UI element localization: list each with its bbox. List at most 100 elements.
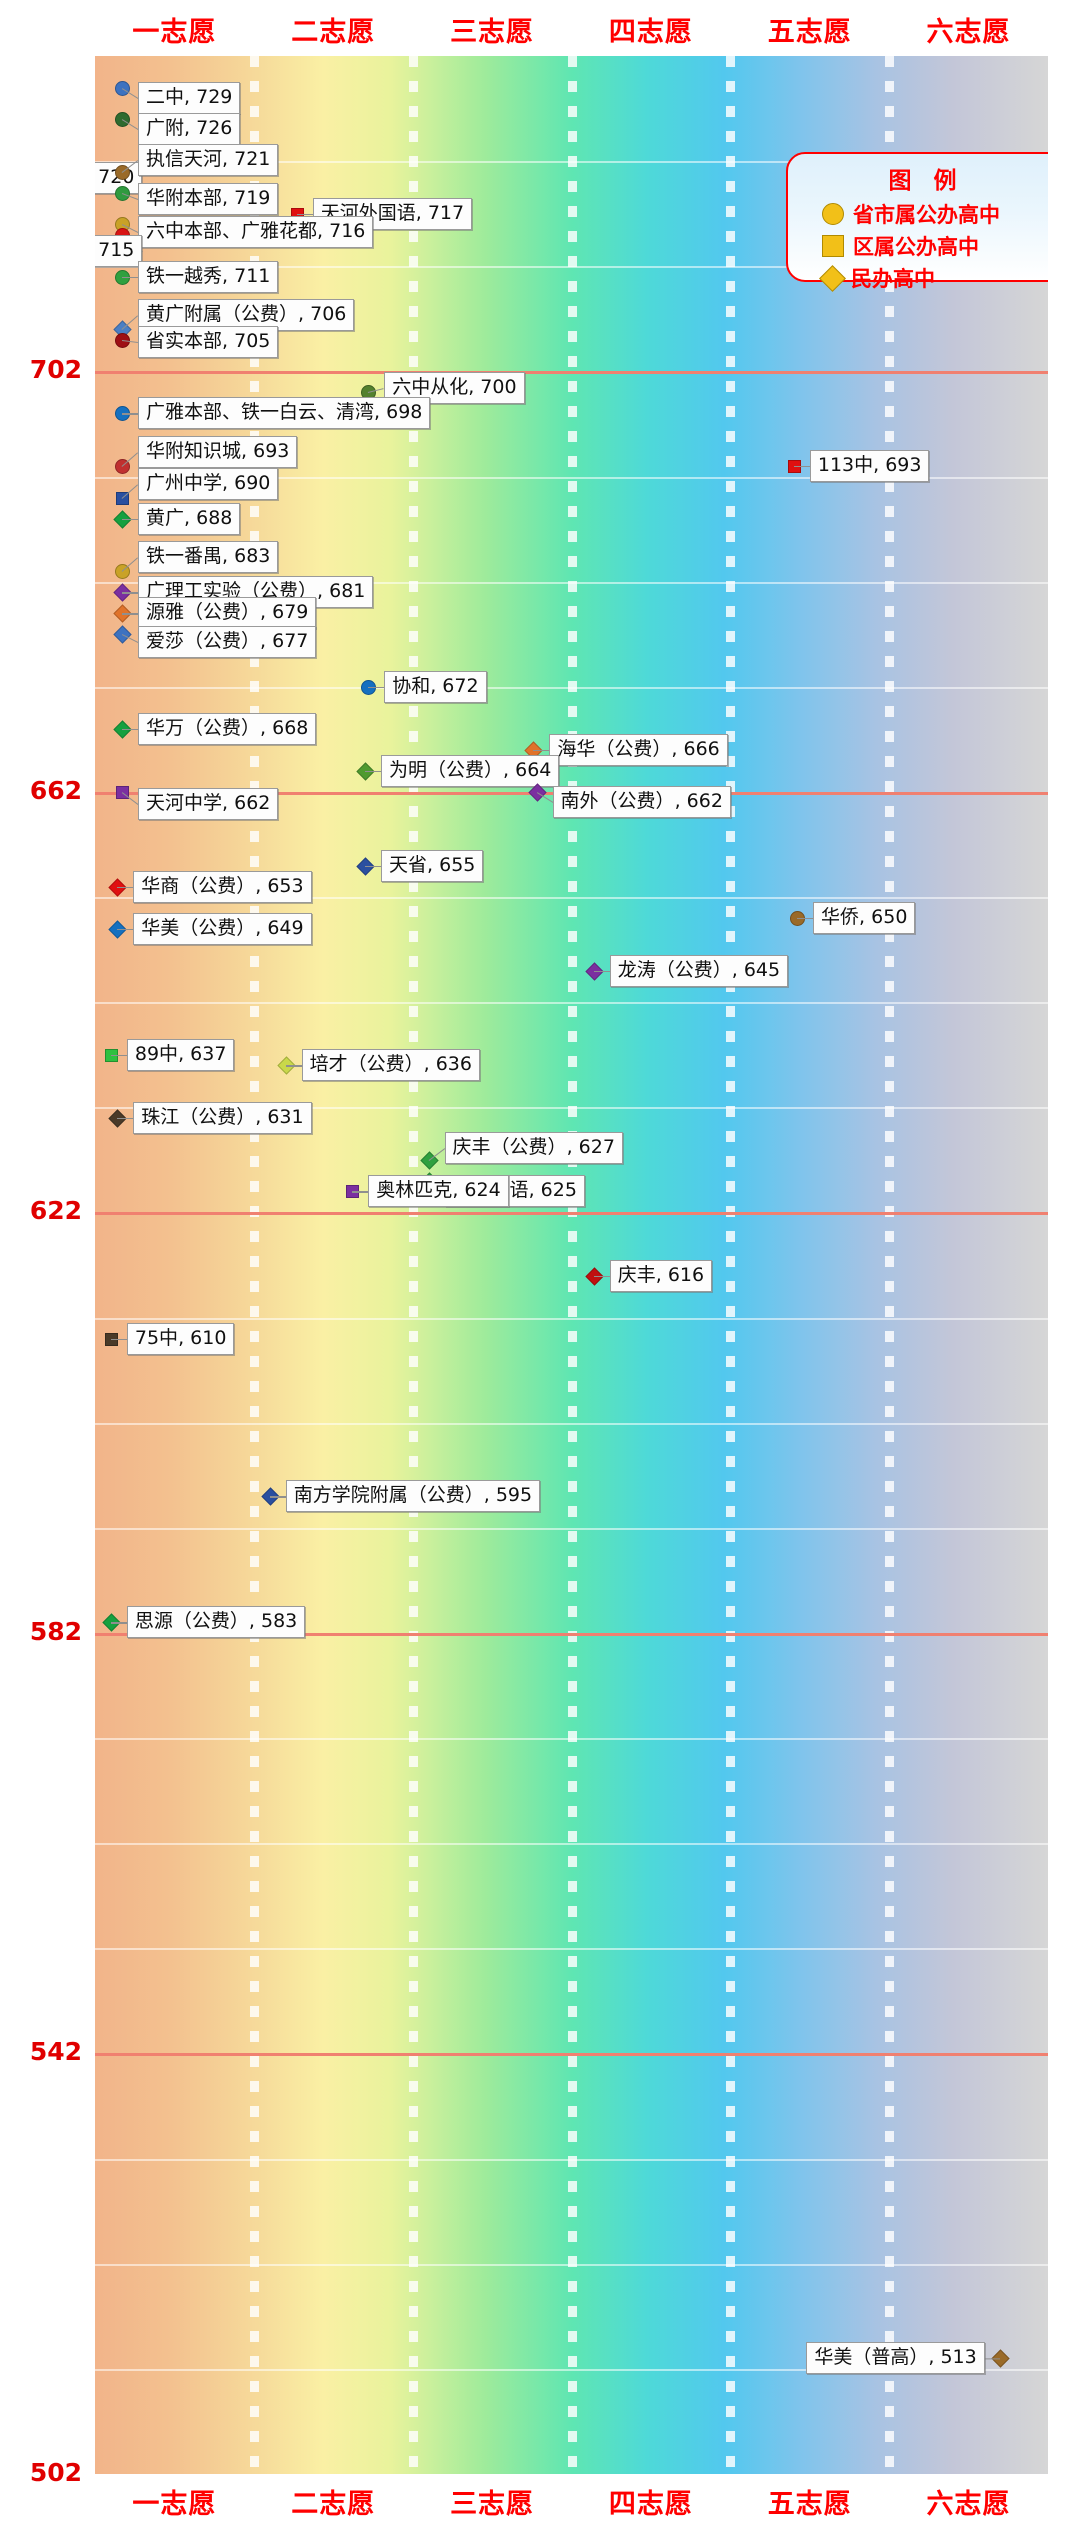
data-point-value: 668 bbox=[272, 716, 309, 739]
score-axis-tick: 542 bbox=[29, 2037, 82, 2067]
data-point-callout: 广州中学, 690 bbox=[138, 467, 279, 500]
data-point-callout: 铁一番禺, 683 bbox=[138, 541, 279, 574]
callout-leader-line bbox=[269, 1496, 286, 1498]
data-point-value: 698 bbox=[386, 401, 423, 424]
data-point-value: 653 bbox=[267, 874, 304, 897]
chart-legend: 图 例 省市属公办高中 区属公办高中 民办高中 bbox=[786, 152, 1048, 292]
gridline-vertical bbox=[726, 56, 736, 2474]
data-point-label: 天河中学 bbox=[146, 791, 223, 814]
data-point-callout: 华万（公费）, 668 bbox=[138, 712, 317, 745]
data-point-label: 75中 bbox=[134, 1326, 179, 1349]
callout-leader-line bbox=[352, 1191, 369, 1193]
data-point-value: 655 bbox=[439, 853, 476, 876]
gridline-vertical bbox=[885, 56, 895, 2474]
data-point-callout: 黄广, 688 bbox=[138, 502, 241, 535]
data-point-callout: 华侨, 650 bbox=[813, 902, 916, 935]
data-point-value: 721 bbox=[234, 147, 271, 170]
callout-leader-line bbox=[593, 970, 610, 973]
data-point-callout: 华美（普高）, 513 bbox=[806, 2342, 985, 2375]
data-point-value: 677 bbox=[272, 630, 309, 653]
square-icon bbox=[822, 235, 844, 257]
data-point-callout: 天河中学, 662 bbox=[138, 787, 279, 820]
data-point-value: 711 bbox=[234, 264, 271, 287]
callout-leader-line bbox=[593, 1275, 610, 1277]
data-point-label: 89中 bbox=[134, 1042, 179, 1065]
callout-leader-line bbox=[285, 1065, 302, 1067]
score-axis-tick: 702 bbox=[29, 355, 82, 385]
data-point-callout: 庆丰, 616 bbox=[609, 1259, 713, 1292]
legend-rows: 省市属公办高中 区属公办高中 民办高中 bbox=[788, 198, 1048, 294]
data-point-value: 706 bbox=[310, 303, 347, 326]
top-axis-labels: 一志愿 二志愿 三志愿 四志愿 五志愿 六志愿 bbox=[0, 6, 1080, 52]
data-point-value: 649 bbox=[267, 916, 304, 939]
data-point-label: 源雅（公费） bbox=[146, 601, 261, 624]
axis-label-choice-1: 一志愿 bbox=[132, 2488, 217, 2520]
legend-title: 图 例 bbox=[888, 168, 964, 194]
data-point-label: 六中从化 bbox=[392, 376, 469, 399]
callout-leader-line bbox=[122, 613, 138, 615]
callout-leader-line bbox=[122, 413, 138, 415]
data-point-value: 616 bbox=[667, 1263, 705, 1286]
data-point-value: 693 bbox=[253, 440, 290, 462]
data-point-callout: 华商（公费）, 653 bbox=[133, 870, 312, 903]
data-point-value: 645 bbox=[743, 958, 781, 981]
callout-leader-line bbox=[117, 886, 134, 888]
data-point-label: 铁一越秀 bbox=[146, 264, 223, 287]
callout-leader-line bbox=[117, 928, 134, 930]
score-cutoff-line bbox=[95, 2053, 1048, 2057]
data-point-label: 省实本部 bbox=[146, 329, 223, 352]
data-point-value: 729 bbox=[196, 85, 233, 108]
data-point-label: 珠江（公费） bbox=[141, 1105, 256, 1128]
data-point-value: 650 bbox=[871, 906, 908, 929]
callout-leader-line bbox=[365, 865, 382, 867]
data-point-label: 思源（公费） bbox=[134, 1610, 249, 1633]
score-axis-tick: 502 bbox=[29, 2458, 82, 2487]
callout-leader-line bbox=[110, 1338, 127, 1340]
data-point-value: 716 bbox=[329, 220, 366, 243]
axis-label-choice-2: 二志愿 bbox=[291, 16, 376, 48]
data-point-callout: 广雅本部、铁一白云、清湾, 698 bbox=[138, 397, 431, 430]
axis-label-choice-6: 六志愿 bbox=[926, 2488, 1011, 2520]
data-point-callout: 天省, 655 bbox=[381, 849, 484, 882]
data-point-label: 爱莎（公费） bbox=[146, 630, 261, 653]
data-point-label: 113中 bbox=[817, 454, 874, 476]
data-point-value: 726 bbox=[196, 117, 233, 140]
data-point-callout: 南方学院附属（公费）, 595 bbox=[285, 1480, 541, 1513]
axis-label-choice-1: 一志愿 bbox=[132, 16, 217, 48]
data-point-label: 铁一番禺 bbox=[146, 545, 223, 568]
data-point-callout: 龙涛（公费）, 645 bbox=[609, 954, 789, 987]
data-point-label: 华美（公费） bbox=[141, 916, 256, 939]
axis-label-choice-5: 五志愿 bbox=[767, 16, 852, 48]
data-point-callout: 南外（公费）, 662 bbox=[552, 785, 731, 818]
callout-leader-line bbox=[797, 918, 814, 920]
gridline-vertical bbox=[249, 56, 259, 2474]
axis-label-choice-6: 六志愿 bbox=[926, 16, 1011, 48]
data-point-value: 690 bbox=[234, 471, 271, 494]
data-point-label: 海华（公费） bbox=[557, 737, 672, 760]
data-point-value: 719 bbox=[234, 186, 271, 209]
axis-label-choice-3: 三志愿 bbox=[450, 2488, 535, 2520]
data-point-callout: 113中, 693 bbox=[809, 450, 930, 482]
score-axis-tick: 662 bbox=[29, 775, 82, 805]
axis-label-choice-4: 四志愿 bbox=[608, 2488, 693, 2520]
data-point-value: 662 bbox=[234, 791, 271, 814]
data-point-label: 广雅本部、铁一白云、清湾 bbox=[146, 401, 375, 424]
data-point-label: 为明（公费） bbox=[389, 758, 504, 781]
data-point-callout: 铁一越秀, 711 bbox=[138, 260, 279, 293]
data-point-callout: 培才（公费）, 636 bbox=[301, 1049, 480, 1082]
data-point-callout: 华附知识城, 693 bbox=[138, 436, 298, 468]
score-axis-tick: 582 bbox=[29, 1616, 82, 1646]
data-point-label: 庆丰 bbox=[617, 1263, 656, 1286]
axis-label-choice-5: 五志愿 bbox=[767, 2488, 852, 2520]
legend-item-label: 省市属公办高中 bbox=[853, 203, 1000, 227]
legend-item-1: 省市属公办高中 bbox=[788, 198, 1048, 230]
data-point-label: 培才（公费） bbox=[309, 1053, 424, 1076]
data-point-callout: 执信天河, 721 bbox=[138, 143, 279, 176]
data-point-callout: 二中, 729 bbox=[138, 81, 241, 114]
callout-leader-line bbox=[793, 466, 810, 468]
data-point-value: 672 bbox=[442, 674, 479, 697]
data-point-label: 六中本部、广雅花都 bbox=[146, 220, 318, 243]
bottom-axis-labels: 一志愿 二志愿 三志愿 四志愿 五志愿 六志愿 bbox=[0, 2478, 1080, 2524]
score-cutoff-line bbox=[95, 371, 1048, 375]
